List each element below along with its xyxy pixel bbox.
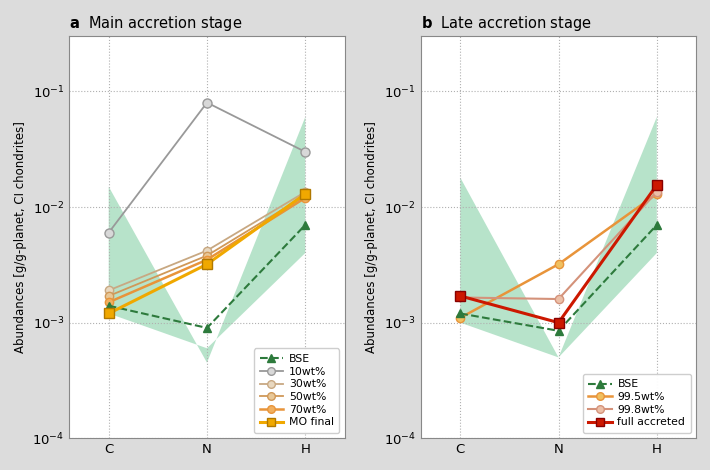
Text: $\mathbf{b}$  Late accretion stage: $\mathbf{b}$ Late accretion stage: [421, 14, 591, 33]
Polygon shape: [460, 117, 657, 357]
Y-axis label: Abundances [g/g-planet, CI chondrites]: Abundances [g/g-planet, CI chondrites]: [14, 121, 27, 353]
Legend: BSE, 10wt%, 30wt%, 50wt%, 70wt%, MO final: BSE, 10wt%, 30wt%, 50wt%, 70wt%, MO fina…: [254, 348, 339, 433]
Polygon shape: [109, 117, 305, 363]
Y-axis label: Abundances [g/g-planet, CI chondrites]: Abundances [g/g-planet, CI chondrites]: [366, 121, 378, 353]
Text: $\mathbf{a}$  Main accretion stage: $\mathbf{a}$ Main accretion stage: [70, 14, 243, 33]
Legend: BSE, 99.5wt%, 99.8wt%, full accreted: BSE, 99.5wt%, 99.8wt%, full accreted: [583, 374, 691, 433]
